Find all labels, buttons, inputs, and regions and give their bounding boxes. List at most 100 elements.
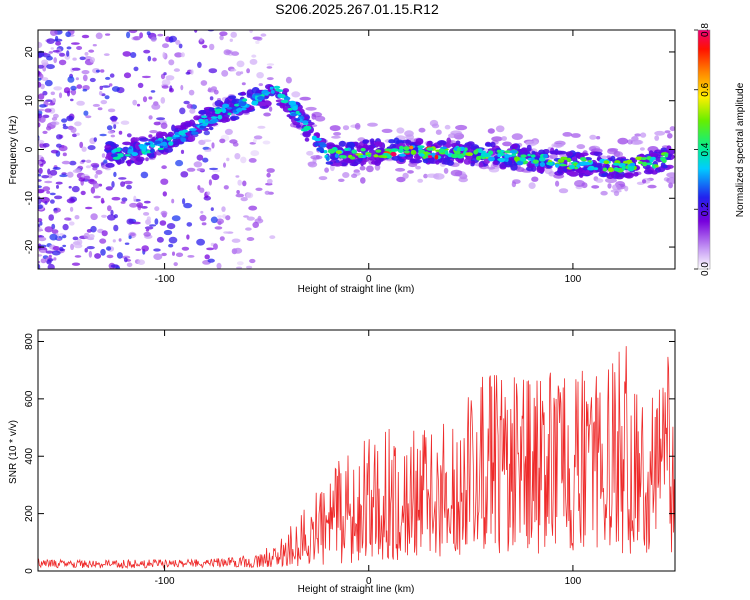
noise-blob bbox=[90, 225, 97, 233]
ridge-blob bbox=[427, 156, 435, 164]
noise-blob bbox=[38, 264, 41, 269]
noise-blob bbox=[90, 162, 100, 168]
colorbar: 0.0 0.2 0.4 0.6 0.8 Normalized spectral ampl… bbox=[694, 23, 746, 276]
noise-blob bbox=[221, 70, 229, 77]
noise-blob bbox=[71, 67, 81, 71]
ridge-core-blob bbox=[358, 155, 363, 158]
noise-blob bbox=[168, 236, 178, 244]
noise-blob bbox=[59, 52, 65, 57]
ridge-core-blob bbox=[110, 153, 118, 158]
haze-blob bbox=[354, 122, 361, 130]
noise-blob bbox=[46, 38, 55, 44]
noise-blob bbox=[229, 38, 233, 42]
noise-blob bbox=[71, 262, 81, 266]
noise-blob bbox=[133, 36, 141, 41]
noise-blob bbox=[38, 113, 43, 119]
noise-blob bbox=[255, 40, 260, 44]
noise-blob bbox=[84, 248, 88, 253]
ridge-core-blob bbox=[635, 156, 643, 161]
noise-blob bbox=[98, 183, 103, 187]
noise-blob bbox=[48, 214, 54, 221]
ridge-core-blob bbox=[539, 156, 546, 162]
noise-blob bbox=[52, 98, 56, 104]
noise-blob bbox=[120, 181, 126, 187]
haze-blob bbox=[502, 141, 512, 147]
ridge-core-blob bbox=[456, 147, 462, 153]
noise-blob bbox=[38, 167, 43, 174]
noise-blob bbox=[111, 181, 115, 188]
ridge-core-blob bbox=[504, 150, 512, 154]
ridge-core-blob bbox=[498, 158, 505, 163]
ridge-core-blob bbox=[397, 148, 404, 153]
noise-blob bbox=[230, 31, 237, 38]
ridge-blob bbox=[205, 112, 213, 118]
noise-blob bbox=[38, 218, 43, 223]
noise-blob bbox=[235, 71, 242, 76]
noise-blob bbox=[143, 212, 150, 216]
noise-blob bbox=[157, 33, 164, 37]
noise-blob bbox=[253, 135, 263, 140]
ridge-blob bbox=[208, 126, 214, 131]
ridge-blob bbox=[296, 124, 301, 128]
noise-blob bbox=[88, 234, 95, 239]
ridge-blob bbox=[184, 122, 191, 127]
noise-blob bbox=[64, 217, 72, 221]
haze-blob bbox=[528, 182, 536, 190]
noise-blob bbox=[137, 82, 144, 88]
noise-blob bbox=[53, 210, 58, 214]
ridge-blob bbox=[389, 143, 397, 149]
noise-blob bbox=[143, 231, 151, 237]
ridge-blob bbox=[333, 162, 343, 167]
noise-blob bbox=[190, 69, 194, 75]
colorbar-ticks: 0.0 0.2 0.4 0.6 0.8 bbox=[694, 23, 711, 276]
noise-blob bbox=[185, 71, 191, 75]
noise-blob bbox=[186, 103, 193, 109]
ridge-core-blob bbox=[409, 145, 414, 150]
noise-blob bbox=[78, 177, 86, 182]
noise-blob bbox=[123, 257, 128, 263]
haze-blob bbox=[591, 185, 600, 189]
ridge-blob bbox=[593, 151, 603, 157]
noise-blob bbox=[151, 103, 161, 110]
noise-blob bbox=[144, 226, 154, 230]
ridge-blob bbox=[614, 173, 625, 180]
noise-blob bbox=[223, 231, 229, 234]
colorbar-tick-label: 0.6 bbox=[700, 82, 711, 96]
noise-blob bbox=[256, 72, 264, 79]
noise-blob bbox=[147, 55, 152, 62]
haze-blob bbox=[333, 132, 342, 136]
ridge-core-blob bbox=[287, 107, 293, 111]
noise-blob bbox=[50, 121, 60, 126]
noise-blob bbox=[58, 92, 63, 99]
noise-blob bbox=[242, 180, 247, 187]
noise-blob bbox=[98, 91, 103, 96]
noise-blob bbox=[38, 236, 47, 242]
noise-blob bbox=[223, 162, 226, 168]
noise-blob bbox=[101, 200, 105, 204]
ridge-core-blob bbox=[497, 153, 502, 158]
ridge-core-blob bbox=[504, 154, 511, 158]
noise-blob bbox=[48, 103, 54, 106]
noise-blob bbox=[69, 160, 77, 166]
ridge-core-blob bbox=[351, 149, 358, 154]
noise-blob bbox=[162, 43, 169, 49]
ridge-core-blob bbox=[294, 118, 301, 122]
noise-blob bbox=[180, 52, 185, 58]
y-tick-label: -10 bbox=[24, 191, 35, 206]
ridge-core-blob bbox=[603, 160, 610, 165]
ridge-core-blob bbox=[127, 149, 134, 154]
noise-blob bbox=[180, 84, 184, 91]
noise-blob bbox=[61, 118, 68, 123]
haze-blob bbox=[640, 132, 647, 138]
ridge-core-blob bbox=[277, 93, 284, 98]
noise-blob bbox=[44, 79, 53, 87]
ridge-core-blob bbox=[566, 157, 572, 163]
noise-blob bbox=[188, 89, 195, 96]
noise-blob bbox=[186, 222, 193, 227]
ridge-core-blob bbox=[431, 152, 436, 158]
noise-blob bbox=[94, 253, 102, 259]
noise-blob bbox=[160, 122, 168, 129]
ridge-core-blob bbox=[456, 154, 465, 159]
noise-blob bbox=[51, 250, 61, 256]
noise-blob bbox=[258, 83, 263, 87]
